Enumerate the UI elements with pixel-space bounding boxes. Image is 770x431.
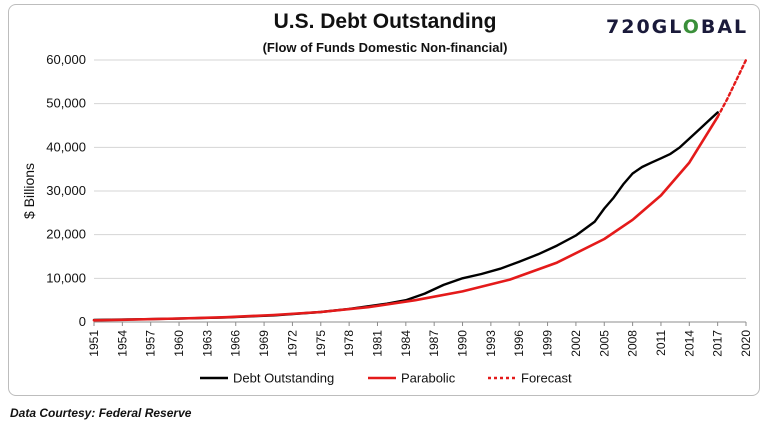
- y-tick-label: 50,000: [46, 96, 86, 111]
- legend-label-parabolic: Parabolic: [401, 371, 456, 386]
- y-axis-title: $ Billions: [21, 163, 37, 219]
- x-tick-label: 2008: [626, 330, 640, 357]
- chart-title: U.S. Debt Outstanding: [273, 10, 497, 33]
- logo-text-start: 720GL: [606, 16, 683, 38]
- x-tick-label: 2011: [654, 330, 668, 356]
- y-tick-label: 10,000: [46, 270, 86, 285]
- x-tick-label: 2005: [597, 330, 611, 357]
- x-tick-label: 1990: [456, 330, 470, 357]
- x-tick-label: 2017: [711, 330, 725, 357]
- chart-frame: [8, 4, 760, 396]
- series-line-forecast: [716, 58, 748, 119]
- x-tick-label: 2014: [682, 330, 696, 357]
- y-tick-label: 0: [79, 314, 86, 329]
- y-tick-label: 20,000: [46, 227, 86, 242]
- brand-logo: 720GLOBAL: [606, 16, 748, 38]
- y-tick-label: 40,000: [46, 139, 86, 154]
- series-line-parabolic: [92, 115, 720, 322]
- chart-subtitle: (Flow of Funds Domestic Non-financial): [262, 40, 508, 55]
- logo-accent-icon: O: [682, 16, 701, 38]
- x-tick-label: 1957: [144, 330, 158, 357]
- data-source-footnote: Data Courtesy: Federal Reserve: [10, 406, 192, 420]
- x-tick-label: 1996: [512, 330, 526, 357]
- legend-label-debt-outstanding: Debt Outstanding: [233, 371, 334, 386]
- y-tick-label: 30,000: [46, 183, 86, 198]
- legend: Debt Outstanding Parabolic Forecast: [200, 371, 572, 386]
- x-tick-label: 1981: [370, 330, 384, 357]
- x-tick-label: 1954: [115, 330, 129, 357]
- x-tick-label: 1960: [172, 330, 186, 357]
- axes: 0 10,000 20,000 30,000 40,000 50,000 60,000 195…: [21, 52, 753, 357]
- x-tick-label: 2020: [739, 330, 753, 357]
- gridlines: [94, 59, 746, 323]
- x-tick-label: 1975: [314, 330, 328, 357]
- x-tick-label: 1993: [484, 330, 498, 357]
- series-line-debt-outstanding: [92, 111, 719, 322]
- series-lines: [92, 58, 748, 322]
- legend-label-forecast: Forecast: [521, 371, 572, 386]
- x-tick-label: 1963: [200, 330, 214, 357]
- x-tick-label: 1978: [342, 330, 356, 357]
- x-tick-label: 1984: [399, 330, 413, 357]
- x-tick-label: 1966: [229, 330, 243, 357]
- x-tick-label: 1951: [87, 330, 101, 357]
- x-tick-label: 2002: [569, 330, 583, 357]
- x-tick-label: 1969: [257, 330, 271, 357]
- x-tick-label: 1987: [427, 330, 441, 357]
- y-tick-label: 60,000: [46, 52, 86, 67]
- x-tick-label: 1972: [285, 330, 299, 357]
- logo-text-end: BAL: [700, 16, 749, 38]
- x-tick-label: 1999: [541, 330, 555, 357]
